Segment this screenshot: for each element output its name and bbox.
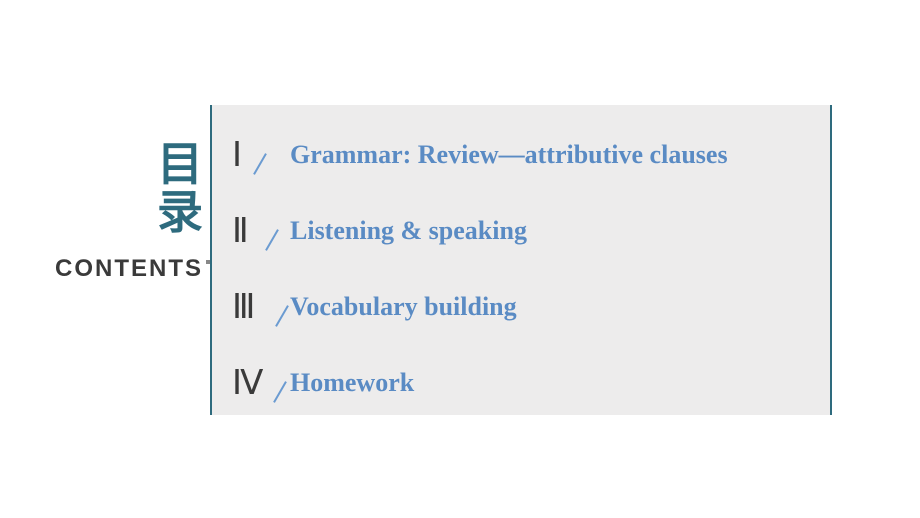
item-label-listening: Listening & speaking [290, 216, 527, 246]
header-section: 目 录 CONTENTS [38, 140, 203, 283]
roman-numeral-3: Ⅲ [232, 287, 254, 327]
slash-decoration-icon [265, 229, 279, 251]
item-label-grammar: Grammar: Review—attributive clauses [290, 140, 728, 170]
items-container: Ⅰ Grammar: Review—attributive clauses Ⅱ … [232, 135, 822, 439]
numeral-wrapper: Ⅱ [232, 211, 288, 251]
slash-decoration-icon [275, 305, 289, 327]
list-item: Ⅱ Listening & speaking [232, 211, 822, 251]
item-label-vocabulary: Vocabulary building [290, 292, 517, 322]
numeral-wrapper: Ⅰ [232, 135, 288, 175]
list-item: Ⅲ Vocabulary building [232, 287, 822, 327]
chinese-title: 目 录 [38, 140, 203, 237]
item-label-homework: Homework [290, 368, 414, 398]
numeral-wrapper: Ⅲ [232, 287, 288, 327]
contents-label: CONTENTS [38, 255, 203, 283]
decorative-dot [206, 260, 210, 264]
numeral-wrapper: Ⅳ [232, 363, 288, 403]
roman-numeral-4: Ⅳ [232, 363, 262, 403]
roman-numeral-2: Ⅱ [232, 211, 248, 251]
roman-numeral-1: Ⅰ [232, 135, 241, 175]
chinese-char-2: 录 [157, 186, 203, 238]
slash-decoration-icon [273, 381, 287, 403]
slash-decoration-icon [253, 153, 267, 175]
list-item: Ⅳ Homework [232, 363, 822, 403]
list-item: Ⅰ Grammar: Review—attributive clauses [232, 135, 822, 175]
chinese-char-1: 目 [157, 138, 203, 190]
